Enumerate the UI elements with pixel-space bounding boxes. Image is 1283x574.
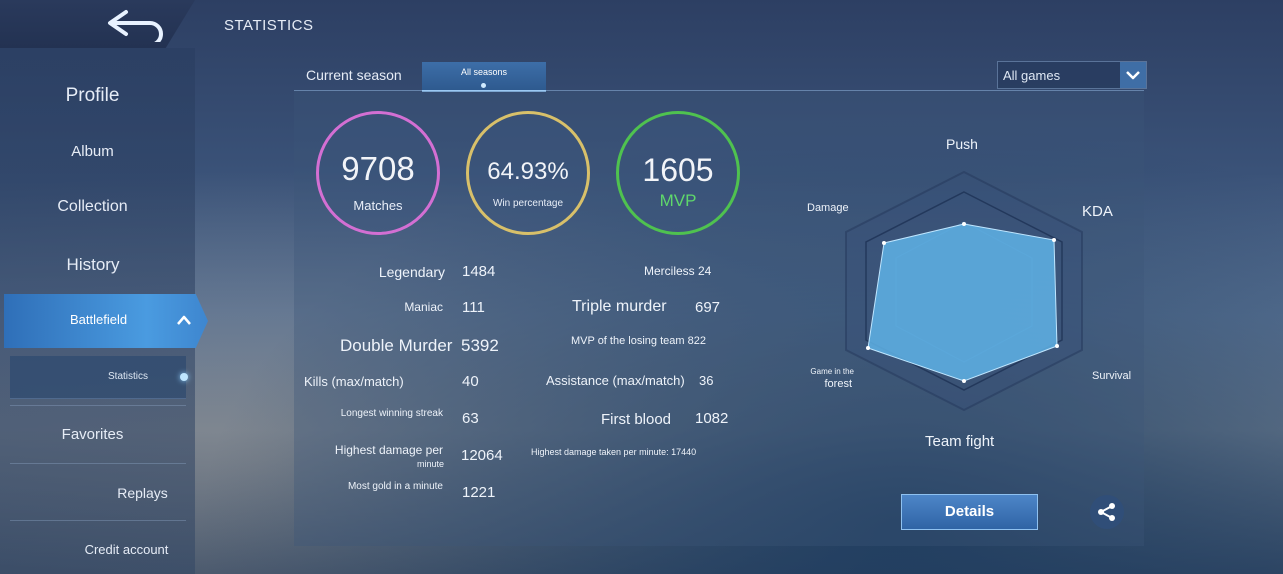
double-murder-value: 5392: [461, 336, 499, 355]
share-icon: [1098, 503, 1115, 521]
kills-value: 40: [462, 373, 479, 390]
sidebar-divider: [10, 463, 186, 464]
details-button[interactable]: Details: [901, 494, 1038, 530]
share-button[interactable]: [1090, 495, 1124, 529]
radar-label-damage: Damage: [807, 202, 849, 214]
sidebar-item-battlefield[interactable]: [4, 294, 208, 348]
radar-label-push: Push: [946, 136, 978, 152]
radar-label-forest-cont: forest: [824, 378, 852, 390]
assistance-value: 36: [699, 373, 714, 388]
gold-per-minute-value: 1221: [462, 484, 496, 501]
winning-streak-value: 63: [462, 410, 479, 427]
tab-all-seasons-label: All seasons: [460, 67, 508, 77]
mvp-ring: 1605 MVP: [616, 111, 740, 235]
sidebar-item-replays[interactable]: Replays: [117, 485, 168, 501]
mvp-value: 1605: [642, 152, 714, 188]
mvp-losing-team-stat: MVP of the losing team 822: [571, 335, 706, 347]
damage-per-minute-value: 12064: [461, 447, 503, 464]
chevron-up-icon: [177, 315, 191, 325]
radar-label-survival: Survival: [1092, 370, 1132, 382]
sidebar-item-album[interactable]: Album: [71, 143, 114, 160]
maniac-value: 111: [462, 299, 485, 316]
gold-per-minute-label: Most gold in a minute: [347, 481, 443, 492]
kills-label: Kills (max/match): [304, 374, 404, 389]
radar-label-forest: Game in the: [810, 367, 854, 376]
triple-murder-label: Triple murder: [572, 298, 667, 315]
legendary-value: 1484: [462, 263, 496, 280]
sidebar-item-battlefield-label: Battlefield: [70, 312, 128, 327]
first-blood-label: First blood: [601, 411, 672, 428]
performance-radar-chart: [845, 170, 1083, 412]
double-murder-label: Double Murder: [340, 336, 453, 355]
damage-per-minute-label-cont: minute: [416, 459, 444, 469]
sidebar-item-credit-account[interactable]: Credit account: [84, 542, 169, 557]
back-button[interactable]: [0, 0, 195, 48]
tab-underline: [294, 90, 1144, 91]
legendary-label: Legendary: [378, 264, 445, 280]
mvp-label: MVP: [659, 191, 697, 210]
game-filter-dropdown[interactable]: All games: [997, 61, 1147, 89]
matches-label: Matches: [353, 198, 403, 213]
winrate-label: Win percentage: [492, 198, 564, 209]
winning-streak-label: Longest winning streak: [340, 408, 443, 419]
triple-murder-value: 697: [695, 299, 721, 316]
radar-label-kda: KDA: [1082, 203, 1113, 220]
game-filter-value: All games: [1003, 68, 1061, 83]
dropdown-toggle[interactable]: [1120, 62, 1146, 88]
sidebar-divider: [10, 405, 186, 406]
sidebar-divider: [10, 520, 186, 521]
tab-current-season[interactable]: Current season: [306, 67, 402, 83]
active-indicator-dot: [180, 373, 188, 381]
matches-ring: 9708 Matches: [316, 111, 440, 235]
tab-indicator-dot: [481, 83, 486, 88]
sidebar-item-profile[interactable]: Profile: [65, 85, 120, 106]
winrate-value: 64.93%: [487, 158, 569, 185]
sidebar-subitem-statistics-label: Statistics: [108, 371, 149, 382]
winrate-ring: 64.93% Win percentage: [466, 111, 590, 235]
sidebar-item-favorites[interactable]: Favorites: [61, 426, 124, 443]
chevron-down-icon: [1126, 71, 1140, 80]
damage-taken-stat: Highest damage taken per minute: 17440: [531, 447, 697, 457]
maniac-label: Maniac: [404, 300, 443, 314]
matches-value: 9708: [341, 150, 415, 187]
merciless-stat: Merciless 24: [644, 264, 712, 278]
sidebar-item-collection[interactable]: Collection: [57, 198, 128, 215]
tab-all-seasons[interactable]: All seasons: [422, 62, 546, 92]
sidebar-item-history[interactable]: History: [66, 255, 120, 274]
back-arrow-icon[interactable]: [104, 6, 170, 42]
first-blood-value: 1082: [695, 410, 729, 427]
radar-label-team-fight: Team fight: [925, 433, 995, 450]
sidebar-subitem-statistics[interactable]: [10, 356, 186, 399]
page-title: STATISTICS: [224, 17, 314, 34]
assistance-label: Assistance (max/match): [546, 373, 685, 388]
damage-per-minute-label: Highest damage per: [334, 443, 443, 457]
